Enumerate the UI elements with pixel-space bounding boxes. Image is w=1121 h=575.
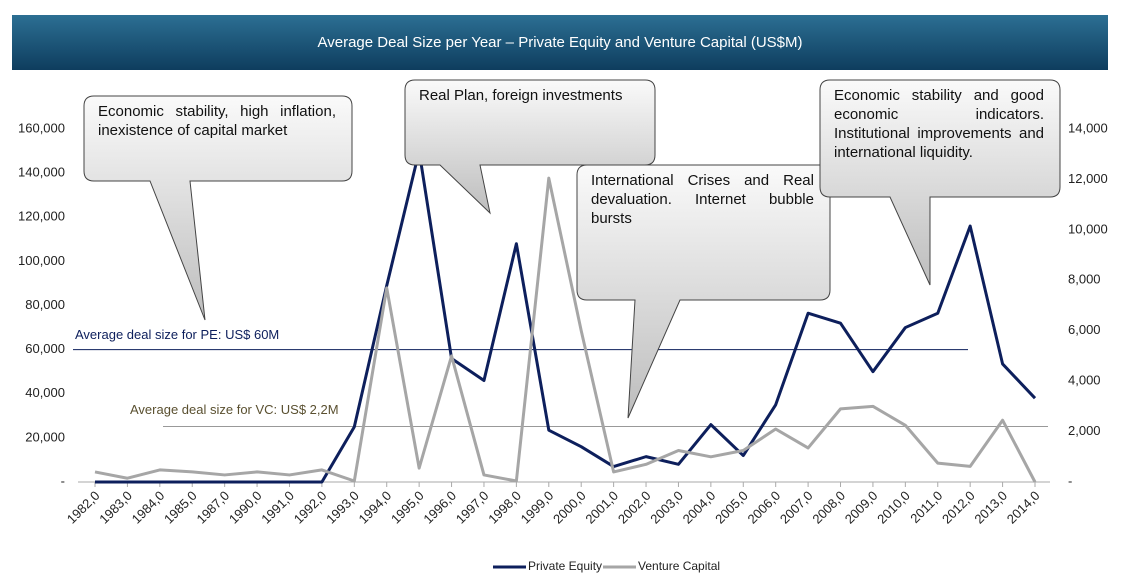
legend-label: Private Equity [528, 559, 602, 573]
callout-text: International Crises and Real devaluatio… [591, 172, 814, 227]
y2-tick-label: 14,000 [1068, 120, 1108, 135]
x-tick-label: 2005,0 [712, 488, 751, 527]
x-tick-label: 2007,0 [777, 488, 816, 527]
y2-tick-label: 2,000 [1068, 423, 1101, 438]
y-tick-label: - [61, 473, 65, 488]
x-tick-label: 1991,0 [258, 488, 297, 527]
y2-tick-label: - [1068, 473, 1072, 488]
y-tick-label: 120,000 [18, 209, 65, 224]
x-tick-label: 2006,0 [745, 488, 784, 527]
callout-shape [404, 79, 656, 215]
legend-label: Venture Capital [638, 559, 720, 573]
y-tick-label: 80,000 [25, 297, 65, 312]
series-line [95, 149, 1037, 484]
x-tick-label: 1996,0 [420, 488, 459, 527]
x-tick-label: 1985,0 [161, 488, 200, 527]
y-tick-label: 160,000 [18, 120, 65, 135]
x-tick-label: 1994,0 [356, 488, 395, 527]
x-tick-label: 2012,0 [939, 488, 978, 527]
x-tick-label: 1987,0 [193, 488, 232, 527]
x-tick-label: 2004,0 [680, 488, 719, 527]
x-tick-label: 2002,0 [615, 488, 654, 527]
x-tick-label: 1992,0 [291, 488, 330, 527]
y-tick-label: 20,000 [25, 429, 65, 444]
x-tick-label: 2000,0 [550, 488, 589, 527]
chart-title: Average Deal Size per Year – Private Equ… [318, 34, 803, 51]
y-tick-label: 40,000 [25, 385, 65, 400]
callout-shape [83, 95, 353, 321]
y-tick-label: 100,000 [18, 253, 65, 268]
y2-tick-label: 10,000 [1068, 221, 1108, 236]
x-tick-label: 2010,0 [874, 488, 913, 527]
x-tick-label: 1998,0 [485, 488, 524, 527]
x-tick-label: 1993,0 [323, 488, 362, 527]
x-tick-label: 2003,0 [647, 488, 686, 527]
y2-tick-label: 8,000 [1068, 272, 1101, 287]
callout-text: Economic stability, high inflation, inex… [98, 103, 336, 139]
reference-label: Average deal size for VC: US$ 2,2M [130, 402, 339, 417]
y2-tick-label: 12,000 [1068, 171, 1108, 186]
x-tick-label: 1995,0 [388, 488, 427, 527]
x-tick-label: 1984,0 [129, 488, 168, 527]
x-tick-label: 1999,0 [518, 488, 557, 527]
x-tick-label: 2009,0 [842, 488, 881, 527]
x-tick-label: 2013,0 [971, 488, 1010, 527]
x-tick-label: 1997,0 [453, 488, 492, 527]
y2-tick-label: 4,000 [1068, 373, 1101, 388]
callout-shape [819, 79, 1061, 286]
callout-text: Economic stability and good economic ind… [834, 87, 1044, 161]
series-line [94, 176, 1037, 483]
x-tick-label: 2011,0 [907, 488, 945, 526]
x-tick-label: 1982,0 [64, 488, 103, 527]
x-tick-label: 1983,0 [96, 488, 135, 527]
x-tick-label: 2001,0 [582, 488, 621, 527]
y-tick-label: 140,000 [18, 165, 65, 180]
x-tick-label: 1990,0 [226, 488, 265, 527]
callout-text: Real Plan, foreign investments [419, 87, 623, 104]
x-tick-label: 2014,0 [1004, 488, 1043, 527]
x-tick-label: 2008,0 [809, 488, 848, 527]
y2-tick-label: 6,000 [1068, 322, 1101, 337]
title-bar [12, 15, 1108, 70]
y-tick-label: 60,000 [25, 341, 65, 356]
reference-label: Average deal size for PE: US$ 60M [75, 327, 279, 342]
